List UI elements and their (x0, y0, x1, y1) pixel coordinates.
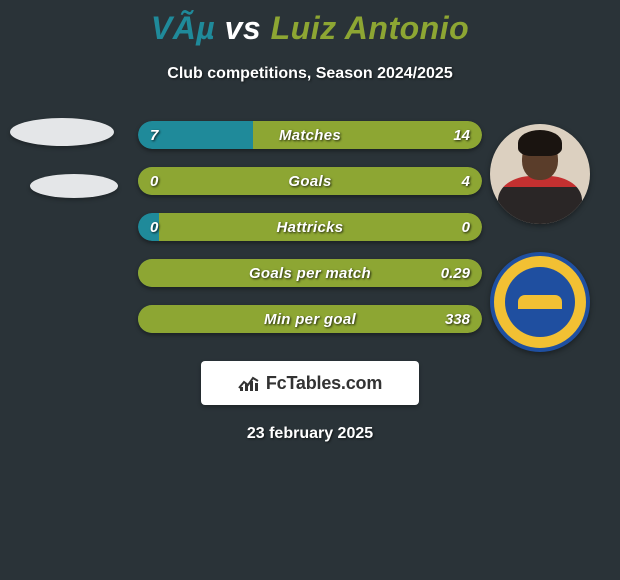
bar-value-right: 0.29 (441, 259, 470, 287)
stat-bar-matches: Matches7 14 (138, 121, 482, 149)
player2-club-badge (490, 252, 590, 352)
player2-avatar (490, 124, 590, 224)
page-title: VÃµ vs Luiz Antonio (151, 10, 469, 47)
bar-value-right: 338 (445, 305, 470, 333)
player2-column (490, 124, 590, 352)
title-player2: Luiz Antonio (271, 10, 470, 46)
player1-column (12, 118, 112, 218)
stat-bar-min-per-goal: Min per goal338 (138, 305, 482, 333)
bar-value-left: 0 (150, 167, 158, 195)
club-badge-inner (505, 267, 575, 337)
bar-value-left: 0 (150, 213, 158, 241)
player1-avatar-placeholder (10, 118, 114, 146)
avatar-jersey (498, 176, 582, 224)
bar-value-right: 4 (462, 167, 470, 195)
club-badge-bridge-icon (518, 295, 562, 309)
stats-bars: Matches714Goals04Hattricks00Goals per ma… (138, 121, 482, 333)
title-player1: VÃµ (151, 10, 215, 46)
avatar-hair (518, 130, 562, 156)
brand-text: FcTables.com (266, 373, 382, 394)
title-vs: vs (225, 10, 262, 46)
bar-value-right: 14 (453, 121, 470, 149)
stat-bar-goals-per-match: Goals per match0.29 (138, 259, 482, 287)
content-wrap: VÃµ vs Luiz Antonio Club competitions, S… (0, 0, 620, 580)
bar-label: Matches (138, 121, 482, 149)
brand-logo[interactable]: FcTables.com (201, 361, 419, 405)
bar-label: Goals per match (138, 259, 482, 287)
stat-bar-goals: Goals0 4 (138, 167, 482, 195)
chart-icon (238, 374, 260, 392)
bar-label: Goals (138, 167, 482, 195)
bar-value-left: 7 (150, 121, 158, 149)
player1-club-placeholder (30, 174, 118, 198)
subtitle: Club competitions, Season 2024/2025 (167, 65, 452, 83)
bar-label: Min per goal (138, 305, 482, 333)
stat-bar-hattricks: Hattricks0 0 (138, 213, 482, 241)
date-text: 23 february 2025 (247, 425, 373, 443)
bar-value-right: 0 (462, 213, 470, 241)
bar-label: Hattricks (138, 213, 482, 241)
